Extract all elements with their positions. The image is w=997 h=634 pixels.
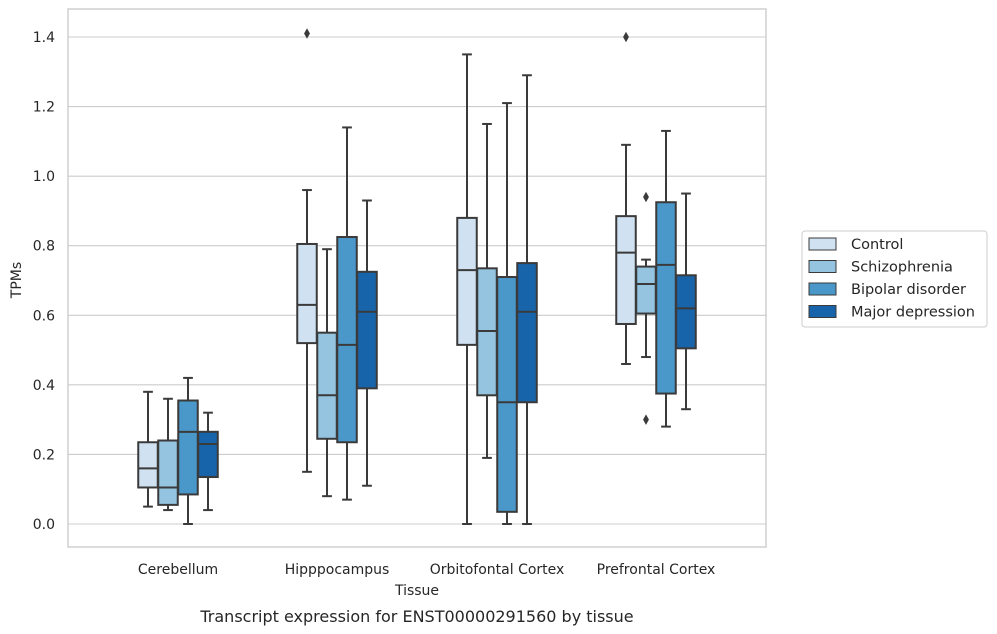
- legend-swatch: [808, 282, 837, 296]
- legend: Control Schizophrenia Bipolar disorder Majo…: [801, 230, 988, 328]
- box-iqr: [675, 274, 697, 350]
- legend-entry: Bipolar disorder: [808, 282, 966, 298]
- box: [496, 102, 518, 525]
- box: [456, 53, 478, 525]
- y-tick-label: 0.0: [33, 517, 55, 533]
- box-iqr: [177, 399, 199, 496]
- series-bipolar-disorder: [177, 102, 677, 525]
- y-tick-label: 1.4: [33, 30, 55, 46]
- box: [157, 397, 179, 512]
- box: [635, 191, 657, 425]
- x-axis-ticks: Cerebellum Hipppocampus Orbitofontal Corte…: [138, 562, 715, 578]
- y-tick-label: 0.6: [33, 308, 55, 324]
- box: [177, 376, 199, 525]
- series-schizophrenia: [157, 122, 657, 512]
- box: [316, 248, 338, 498]
- box-iqr: [197, 430, 219, 479]
- box-iqr: [655, 201, 677, 395]
- box-iqr: [635, 265, 657, 315]
- legend-label: Control: [851, 237, 903, 253]
- box: [675, 192, 697, 411]
- outlier-point: [643, 414, 649, 425]
- legend-entry: Control: [808, 237, 903, 253]
- series-control: [137, 28, 637, 525]
- box-iqr: [316, 331, 338, 440]
- series-major-depression: [197, 74, 697, 525]
- legend-label: Schizophrenia: [851, 260, 953, 276]
- y-axis-label: TPMs: [9, 262, 25, 299]
- box-iqr: [336, 236, 358, 444]
- box: [615, 31, 637, 365]
- box: [655, 129, 677, 428]
- x-tick-label: Cerebellum: [138, 562, 218, 578]
- box-iqr: [496, 276, 518, 513]
- box: [197, 411, 219, 512]
- y-tick-label: 1.2: [33, 100, 55, 116]
- x-tick-label: Prefrontal Cortex: [597, 562, 716, 578]
- y-tick-label: 0.8: [33, 239, 55, 255]
- outlier-point: [623, 31, 629, 43]
- outlier-point: [304, 28, 310, 39]
- legend-swatch: [808, 260, 837, 273]
- legend-label: Bipolar disorder: [851, 282, 966, 298]
- box-iqr: [356, 270, 378, 390]
- legend-frame: [801, 230, 988, 328]
- outlier-point: [643, 191, 649, 203]
- legend-items: Control Schizophrenia Bipolar disorder Majo…: [808, 237, 975, 321]
- y-axis-ticks: 0.0 0.2 0.4 0.6 0.8 1.0 1.2 1.4: [33, 30, 55, 533]
- chart-title: Transcript expression for ENST0000029156…: [199, 607, 633, 626]
- y-tick-label: 0.2: [33, 447, 55, 463]
- box-iqr: [615, 215, 637, 325]
- box-iqr: [296, 242, 318, 345]
- x-tick-label: Orbitofontal Cortex: [430, 562, 565, 578]
- box-iqr: [516, 262, 538, 404]
- legend-swatch: [808, 237, 837, 251]
- box: [296, 28, 318, 473]
- y-tick-label: 1.0: [33, 169, 55, 185]
- box: [137, 390, 159, 508]
- box-iqr: [456, 216, 478, 346]
- x-tick-label: Hipppocampus: [285, 562, 390, 578]
- box: [476, 122, 498, 459]
- y-tick-label: 0.4: [33, 378, 55, 394]
- box-iqr: [137, 441, 159, 489]
- legend-entry: Schizophrenia: [808, 260, 953, 276]
- box-iqr: [157, 439, 179, 506]
- plot-area-frame: [67, 8, 767, 548]
- box: [516, 74, 538, 525]
- box: [336, 126, 358, 501]
- legend-label: Major depression: [851, 305, 975, 321]
- box: [356, 199, 378, 487]
- box-series: [137, 28, 697, 525]
- legend-swatch: [808, 305, 837, 318]
- x-axis-label: Tissue: [394, 583, 439, 599]
- legend-entry: Major depression: [808, 305, 975, 321]
